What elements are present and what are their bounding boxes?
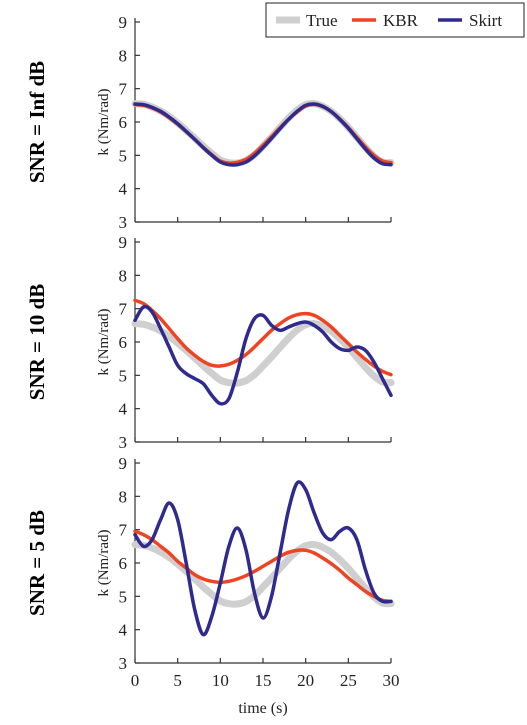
series-line-skirt — [133, 304, 393, 406]
x-tick-label: 0 — [131, 671, 140, 690]
y-tick-label: 4 — [119, 621, 128, 640]
legend-kbr-label: KBR — [383, 11, 419, 30]
x-tick-label: 5 — [173, 671, 182, 690]
series-line-kbr — [133, 298, 393, 377]
panel-1: 3 4 5 6 7 8 9 k (Nm/rad) SNR = Inf dB — [25, 13, 395, 232]
panel-2: 3 4 5 6 7 8 9 k (Nm/rad) SNR = 10 dB — [25, 233, 395, 452]
y-tick-label: 5 — [119, 587, 128, 606]
series-line-skirt — [133, 102, 393, 167]
y-tick-label: 8 — [119, 46, 128, 65]
y-tick-label: 6 — [119, 333, 128, 352]
y-tick-label: 9 — [119, 454, 128, 473]
y-tick-label: 3 — [119, 654, 128, 673]
series-line-skirt — [133, 480, 393, 637]
y-tick-label: 3 — [119, 433, 128, 452]
legend-true-label: True — [306, 11, 338, 30]
y-tick-label: 7 — [119, 300, 128, 319]
panels: 3 4 5 6 7 8 9 k (Nm/rad) SNR = Inf dB 3 4 5 6 7 8 9 k (N… — [25, 13, 400, 717]
x-tick-label: 25 — [340, 671, 357, 690]
y-tick-label: 9 — [119, 13, 128, 32]
series-line-true — [131, 541, 395, 608]
y-axis-label: k (Nm/rad) — [96, 308, 112, 375]
row-label: SNR = 10 dB — [25, 284, 49, 400]
x-tick-label: 20 — [297, 671, 314, 690]
y-tick-label: 4 — [119, 400, 128, 419]
y-axis-label: k (Nm/rad) — [96, 529, 112, 596]
y-tick-label: 6 — [119, 554, 128, 573]
y-tick-label: 6 — [119, 113, 128, 132]
series-line-true — [131, 320, 395, 387]
y-tick-label: 4 — [119, 180, 128, 199]
x-tick-label: 15 — [255, 671, 272, 690]
legend-skirt-label: Skirt — [469, 11, 502, 30]
x-tick-label: 30 — [383, 671, 400, 690]
panel-3: 3 4 5 6 7 8 9 0 5 10 15 20 25 30 k (Nm/rad) SNR = 5 dB t… — [25, 454, 400, 717]
row-label: SNR = 5 dB — [25, 510, 49, 616]
row-label: SNR = Inf dB — [25, 61, 49, 183]
y-tick-label: 8 — [119, 266, 128, 285]
y-tick-label: 5 — [119, 366, 128, 385]
x-axis-label: time (s) — [238, 700, 287, 717]
y-tick-label: 7 — [119, 80, 128, 99]
legend: True KBR Skirt — [265, 2, 525, 38]
y-tick-label: 7 — [119, 521, 128, 540]
y-axis-label: k (Nm/rad) — [96, 88, 112, 155]
series-line-kbr — [133, 529, 393, 604]
legend-box — [265, 2, 525, 38]
y-tick-label: 5 — [119, 146, 128, 165]
y-tick-label: 8 — [119, 487, 128, 506]
x-tick-label: 10 — [212, 671, 229, 690]
y-tick-label: 3 — [119, 213, 128, 232]
y-tick-label: 9 — [119, 233, 128, 252]
